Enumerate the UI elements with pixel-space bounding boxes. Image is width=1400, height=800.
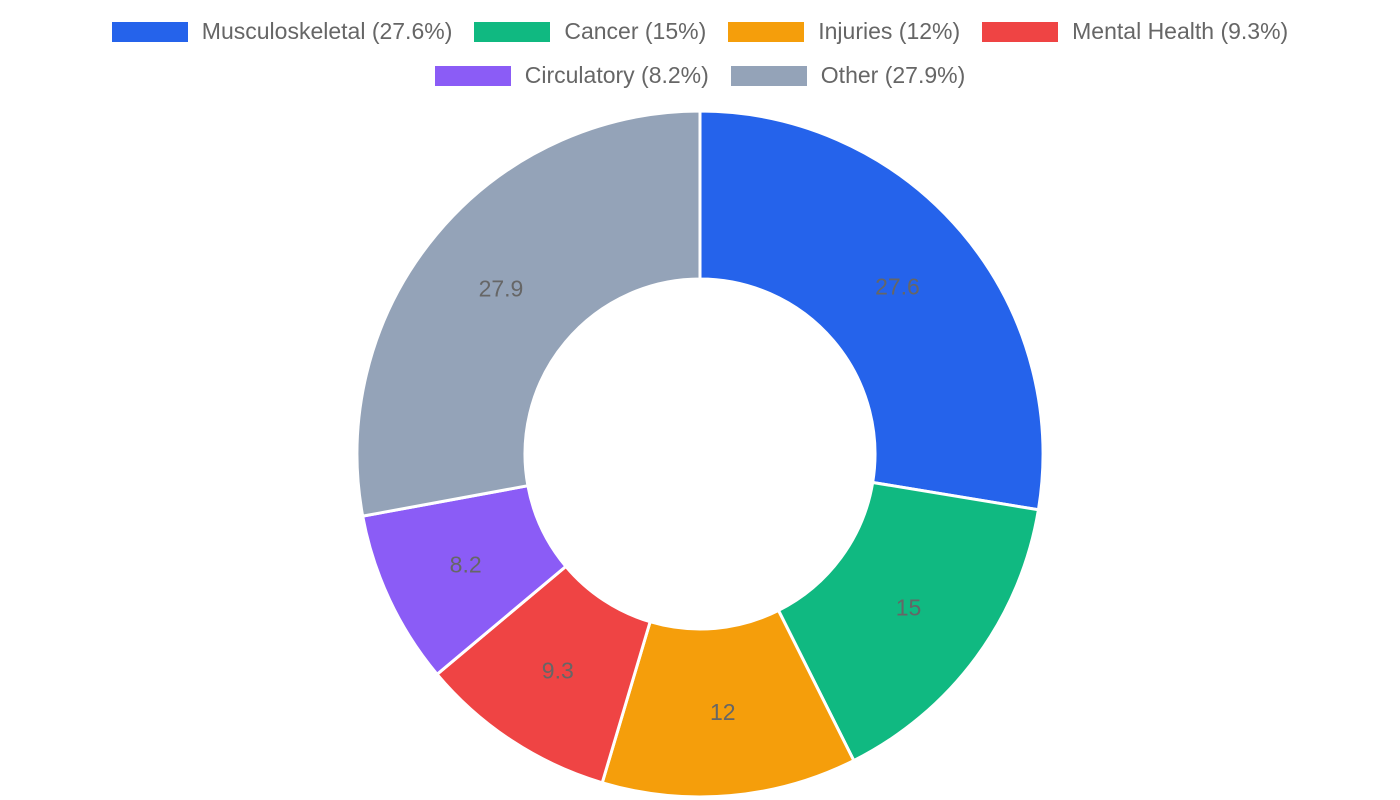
legend-swatch (728, 21, 805, 42)
legend-row-2: Circulatory (8.2%) Other (27.9%) (0, 62, 1400, 89)
legend-item-cancer[interactable]: Cancer (15%) (474, 18, 706, 45)
slice-value-label: 9.3 (542, 657, 574, 683)
slice-injuries[interactable] (600, 608, 856, 799)
slice-value-label: 27.9 (479, 275, 524, 301)
slice-labels: 27.6 15 12 9.3 8.2 27.9 (450, 273, 922, 725)
legend-swatch (434, 65, 511, 86)
slice-value-label: 8.2 (450, 551, 482, 577)
slice-other[interactable] (355, 109, 702, 518)
slice-value-label: 12 (710, 699, 736, 725)
legend-label: Mental Health (9.3%) (1072, 18, 1289, 44)
legend-item-injuries[interactable]: Injuries (12%) (728, 18, 960, 45)
legend-label: Cancer (15%) (564, 18, 707, 44)
legend-swatch (982, 21, 1059, 42)
slice-cancer[interactable] (776, 480, 1041, 763)
legend-item-mental-health[interactable]: Mental Health (9.3%) (982, 18, 1288, 45)
legend-label: Circulatory (8.2%) (524, 62, 709, 88)
legend-swatch (474, 21, 551, 42)
legend-label: Musculoskeletal (27.6%) (201, 18, 453, 44)
legend-swatch (730, 65, 807, 86)
slice-musculoskeletal[interactable] (698, 109, 1045, 512)
legend-item-circulatory[interactable]: Circulatory (8.2%) (434, 62, 709, 89)
legend-swatch (111, 21, 188, 42)
legend-label: Other (27.9%) (820, 62, 966, 88)
legend-label: Injuries (12%) (818, 18, 961, 44)
doughnut-slices (355, 109, 1045, 799)
slice-value-label: 15 (896, 595, 922, 621)
legend-item-musculoskeletal[interactable]: Musculoskeletal (27.6%) (111, 18, 453, 45)
slice-value-label: 27.6 (875, 273, 920, 299)
legend-item-other[interactable]: Other (27.9%) (730, 62, 966, 89)
legend-row-1: Musculoskeletal (27.6%) Cancer (15%) Inj… (0, 18, 1400, 45)
